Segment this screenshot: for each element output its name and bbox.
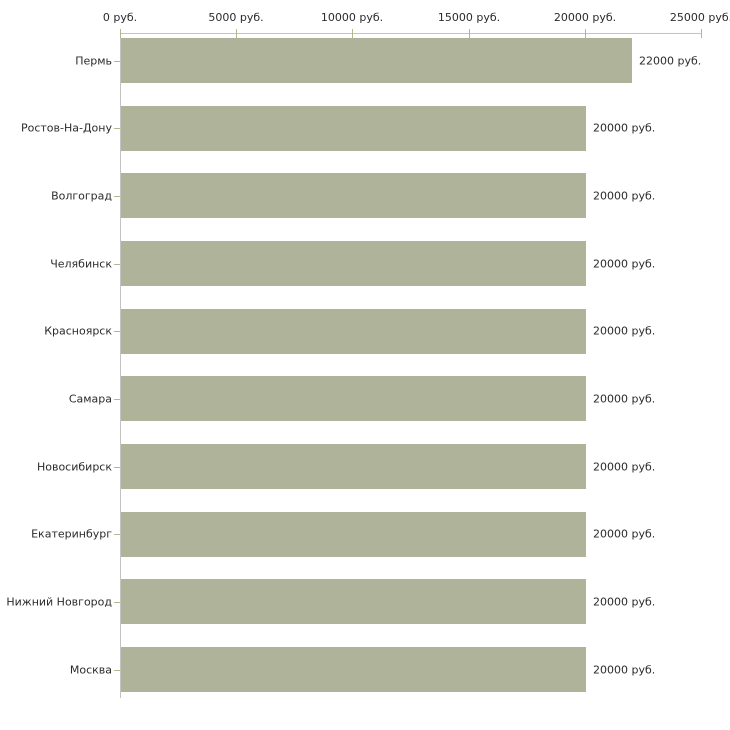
category-label: Челябинск bbox=[50, 257, 112, 271]
category-label: Самара bbox=[68, 392, 112, 406]
bar bbox=[121, 444, 586, 489]
x-axis-tick bbox=[352, 29, 353, 38]
value-label: 20000 руб. bbox=[593, 324, 656, 338]
y-axis-tick bbox=[114, 196, 120, 197]
x-axis-tick bbox=[469, 29, 470, 38]
value-label: 20000 руб. bbox=[593, 460, 656, 474]
y-axis-tick bbox=[114, 61, 120, 62]
bar bbox=[121, 106, 586, 151]
category-label: Новосибирск bbox=[36, 460, 112, 474]
y-axis-tick bbox=[114, 467, 120, 468]
bar bbox=[121, 579, 586, 624]
value-label: 22000 руб. bbox=[639, 54, 702, 68]
category-label: Волгоград bbox=[51, 189, 112, 203]
y-axis-tick bbox=[114, 128, 120, 129]
bar bbox=[121, 309, 586, 354]
x-axis-tick bbox=[701, 29, 702, 38]
bar bbox=[121, 647, 586, 692]
y-axis-tick bbox=[114, 399, 120, 400]
x-axis-tick-label: 0 руб. bbox=[102, 11, 138, 24]
y-axis-tick bbox=[114, 331, 120, 332]
value-label: 20000 руб. bbox=[593, 121, 656, 135]
x-axis-tick-label: 25000 руб. bbox=[669, 11, 730, 24]
x-axis-tick-label: 10000 руб. bbox=[320, 11, 384, 24]
x-axis-tick-label: 5000 руб. bbox=[208, 11, 264, 24]
bar bbox=[121, 173, 586, 218]
bar bbox=[121, 38, 632, 83]
x-axis-tick-label: 20000 руб. bbox=[553, 11, 617, 24]
category-label: Нижний Новгород bbox=[6, 595, 112, 609]
value-label: 20000 руб. bbox=[593, 257, 656, 271]
x-axis-line bbox=[120, 33, 702, 34]
y-axis-tick bbox=[114, 264, 120, 265]
x-axis-tick-label: 15000 руб. bbox=[437, 11, 501, 24]
category-label: Красноярск bbox=[44, 324, 112, 338]
value-label: 20000 руб. bbox=[593, 595, 656, 609]
value-label: 20000 руб. bbox=[593, 527, 656, 541]
x-axis-tick bbox=[236, 29, 237, 38]
y-axis-tick bbox=[114, 602, 120, 603]
category-label: Пермь bbox=[75, 54, 112, 68]
y-axis-tick bbox=[114, 670, 120, 671]
category-label: Москва bbox=[69, 663, 112, 677]
value-label: 20000 руб. bbox=[593, 392, 656, 406]
value-label: 20000 руб. bbox=[593, 189, 656, 203]
value-label: 20000 руб. bbox=[593, 663, 656, 677]
y-axis-tick bbox=[114, 534, 120, 535]
category-label: Ростов-На-Дону bbox=[20, 121, 112, 135]
bar bbox=[121, 241, 586, 286]
bar bbox=[121, 512, 586, 557]
category-label: Екатеринбург bbox=[31, 527, 112, 541]
y-axis-line bbox=[120, 33, 121, 698]
x-axis-tick bbox=[585, 29, 586, 38]
x-axis-tick bbox=[120, 29, 121, 38]
bar bbox=[121, 376, 586, 421]
